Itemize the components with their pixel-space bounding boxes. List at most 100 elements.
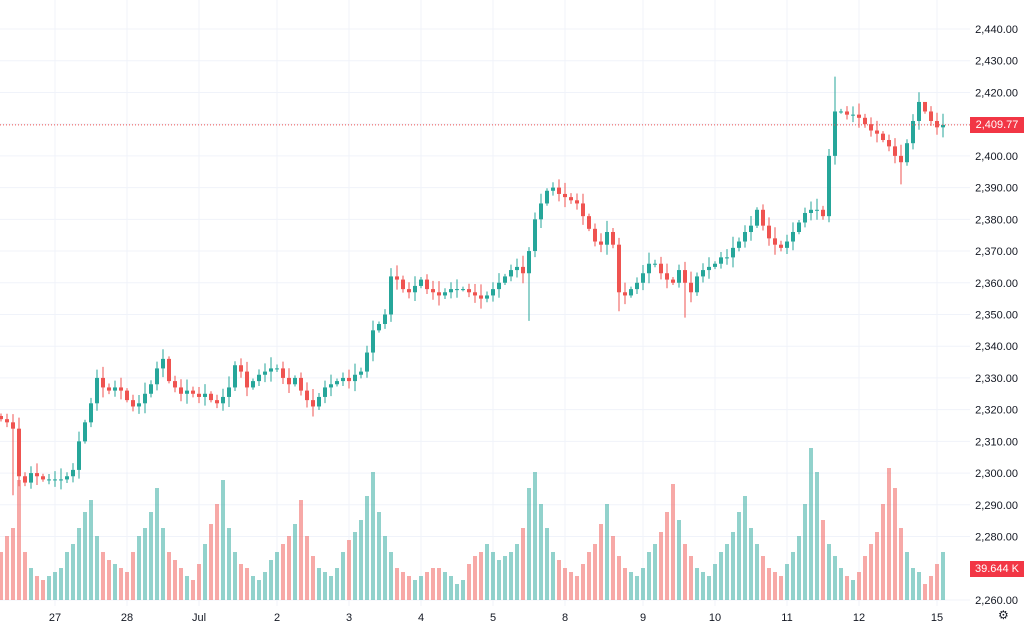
y-tick-label: 2,310.00 [975, 436, 1018, 448]
volume-bar [587, 552, 591, 600]
volume-bar [833, 556, 837, 600]
candle-body [731, 247, 735, 258]
volume-bar [815, 472, 819, 600]
volume-bar [329, 576, 333, 600]
candle-body [17, 428, 21, 477]
candle-body [323, 387, 327, 397]
volume-bar [5, 536, 9, 600]
candle-body [701, 270, 705, 277]
candle-body [107, 387, 111, 391]
volume-bar [221, 480, 225, 600]
volume-bar [653, 544, 657, 600]
volume-bar [515, 544, 519, 600]
time-axis[interactable]: 27 28 Jul 2 3 4 5 8 9 10 11 12 15 [49, 612, 943, 624]
volume-bar [311, 556, 315, 600]
gear-icon[interactable]: ⚙ [998, 608, 1009, 622]
candle-body [503, 276, 507, 283]
candle-body [767, 225, 771, 239]
candle-body [179, 387, 183, 394]
candle-body [821, 209, 825, 217]
volume-bar [35, 576, 39, 600]
y-tick-label: 2,260.00 [975, 595, 1018, 607]
volume-bar [839, 568, 843, 600]
volume-bar [917, 572, 921, 600]
volume-bar [905, 552, 909, 600]
candle-body [593, 228, 597, 242]
y-tick-label: 2,320.00 [975, 405, 1018, 417]
volume-bar [269, 560, 273, 600]
volume-bar [623, 568, 627, 600]
volume-bar [353, 532, 357, 600]
volume-bar [83, 512, 87, 600]
volume-bar [383, 536, 387, 600]
candle-body [425, 279, 429, 290]
candle-body [371, 330, 375, 353]
volume-bar [545, 528, 549, 600]
volume-bar [233, 552, 237, 600]
candle-body [743, 232, 747, 242]
volume-bar [521, 528, 525, 600]
candle-body [533, 219, 537, 252]
volume-bar [935, 564, 939, 600]
candle-body [587, 216, 591, 229]
volume-bar [59, 568, 63, 600]
volume-bar [53, 572, 57, 600]
candle-body [209, 393, 213, 401]
candle-body [95, 377, 99, 404]
volume-bar [17, 480, 21, 600]
candle-body [905, 143, 909, 163]
candle-body [443, 292, 447, 296]
x-tick-label: 15 [931, 612, 943, 624]
volume-bar [593, 544, 597, 600]
volume-bar [281, 544, 285, 600]
volume-bar [257, 580, 261, 600]
volume-bar [455, 584, 459, 600]
volume-bar [665, 512, 669, 600]
candle-body [0, 415, 3, 420]
volume-bar [143, 528, 147, 600]
candle-body [647, 263, 651, 274]
volume-bar [617, 556, 621, 600]
candle-body [665, 273, 669, 280]
volume-bar [929, 576, 933, 600]
candle-body [461, 289, 465, 291]
volume-bar [683, 544, 687, 600]
volume-bar [287, 536, 291, 600]
candle-body [335, 381, 339, 385]
candle-body [605, 232, 609, 245]
volume-bar [197, 564, 201, 600]
candle-body [689, 282, 693, 293]
volume-bar [323, 572, 327, 600]
candle-body [659, 263, 663, 274]
price-axis[interactable]: 2,440.002,430.002,420.002,410.002,400.00… [975, 24, 1018, 607]
candle-body [149, 384, 153, 394]
y-tick-label: 2,300.00 [975, 468, 1018, 480]
candle-body [527, 251, 531, 274]
x-tick-label: 28 [121, 612, 133, 624]
volume-bar [881, 504, 885, 600]
volume-bar [299, 500, 303, 600]
candle-body [761, 209, 765, 226]
candle-body [287, 377, 291, 385]
candle-body [419, 279, 423, 286]
candle-body [491, 289, 495, 296]
y-tick-label: 2,370.00 [975, 246, 1018, 258]
candle-body [611, 232, 615, 245]
volume-bar [389, 552, 393, 600]
volume-bar [749, 528, 753, 600]
candle-body [377, 323, 381, 331]
x-tick-label: 4 [418, 612, 424, 624]
volume-bar [887, 468, 891, 600]
candle-body [641, 273, 645, 283]
candle-body [239, 365, 243, 372]
volume-bar [359, 520, 363, 600]
candle-body [35, 473, 39, 477]
candle-body [653, 263, 657, 265]
volume-bar [173, 560, 177, 600]
candle-body [623, 292, 627, 296]
volume-bar [137, 536, 141, 600]
volume-bar [677, 520, 681, 600]
x-tick-label: 8 [562, 612, 568, 624]
candle-body [467, 289, 471, 293]
